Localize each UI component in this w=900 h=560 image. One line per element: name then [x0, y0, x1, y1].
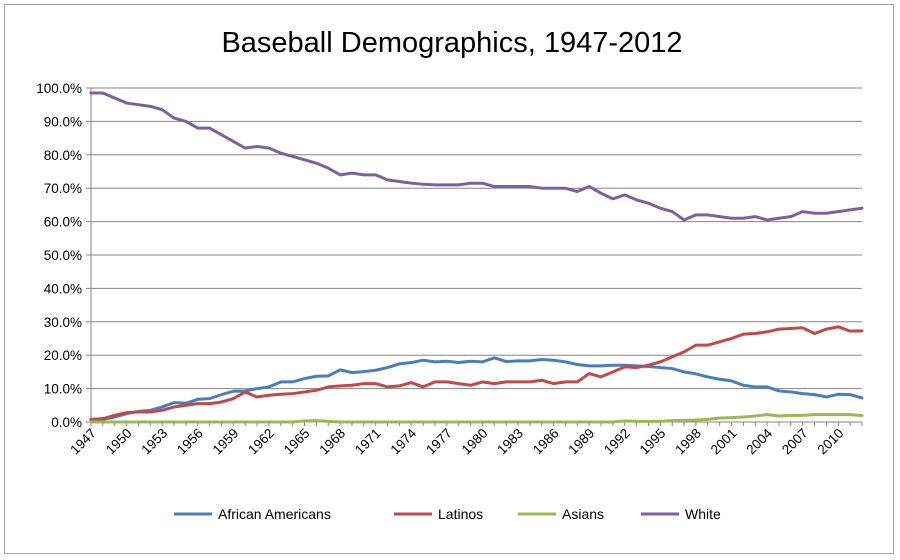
gridlines: [91, 87, 862, 423]
series-line-african-americans: [89, 356, 864, 422]
x-tick-label: 1983: [494, 426, 526, 458]
series-line-latinos: [89, 325, 864, 421]
y-tick-label: 100.0%: [36, 81, 82, 96]
x-tick-label: 1980: [459, 426, 491, 458]
x-tick-label: 1977: [423, 426, 455, 458]
x-tick-label: 2001: [708, 426, 740, 458]
x-tick-label: 1968: [316, 426, 348, 458]
legend-label: African Americans: [218, 506, 331, 522]
legend-item-latinos[interactable]: Latinos: [394, 506, 483, 522]
x-tick-label: 1950: [103, 426, 135, 458]
legend-label: Latinos: [438, 506, 483, 522]
y-axis: 0.0% 10.0% 20.0% 30.0% 40.0% 50.0% 60.0% 70.0% 8…: [36, 81, 92, 430]
x-tick-label: 1962: [245, 426, 277, 458]
legend[interactable]: African Americans Latinos Asians White: [174, 506, 721, 522]
x-tick-label: 1956: [174, 426, 206, 458]
chart-title: Baseball Demographics, 1947-2012: [221, 27, 682, 59]
x-tick-label: 1986: [530, 426, 562, 458]
series-line-white: [89, 91, 864, 222]
x-tick-label: 1959: [210, 426, 242, 458]
x-tick-label: 2010: [815, 426, 847, 458]
series-lines: [89, 91, 864, 424]
y-tick-label: 40.0%: [44, 281, 82, 296]
y-tick-label: 0.0%: [51, 415, 82, 430]
x-tick-label: 2007: [779, 426, 811, 458]
x-axis: 1947 1950 1953 1956 1959 1962 1965 1968 1971 1974…: [67, 421, 863, 458]
chart-frame: [4, 4, 894, 554]
legend-label: White: [685, 506, 721, 522]
x-tick-label: 1992: [601, 426, 633, 458]
x-tick-label: 2004: [743, 425, 775, 457]
x-tick-label: 1974: [388, 425, 420, 457]
x-tick-label: 1989: [565, 426, 597, 458]
x-tick-label: 1947: [67, 426, 99, 458]
x-tick-label: 1971: [352, 426, 384, 458]
x-tick-label: 1995: [637, 426, 669, 458]
series-line-asians: [89, 413, 864, 424]
legend-label: Asians: [562, 506, 604, 522]
y-tick-label: 80.0%: [44, 148, 82, 163]
y-tick-label: 90.0%: [44, 114, 82, 129]
x-tick-label: 1998: [672, 426, 704, 458]
y-tick-label: 60.0%: [44, 215, 82, 230]
legend-item-asians[interactable]: Asians: [518, 506, 604, 522]
legend-item-white[interactable]: White: [641, 506, 721, 522]
y-tick-label: 20.0%: [44, 348, 82, 363]
x-tick-label: 1965: [281, 426, 313, 458]
legend-item-african-americans[interactable]: African Americans: [174, 506, 331, 522]
y-tick-label: 50.0%: [44, 248, 82, 263]
y-tick-label: 30.0%: [44, 315, 82, 330]
x-tick-label: 1953: [138, 426, 170, 458]
y-tick-label: 70.0%: [44, 181, 82, 196]
y-tick-label: 10.0%: [44, 382, 82, 397]
